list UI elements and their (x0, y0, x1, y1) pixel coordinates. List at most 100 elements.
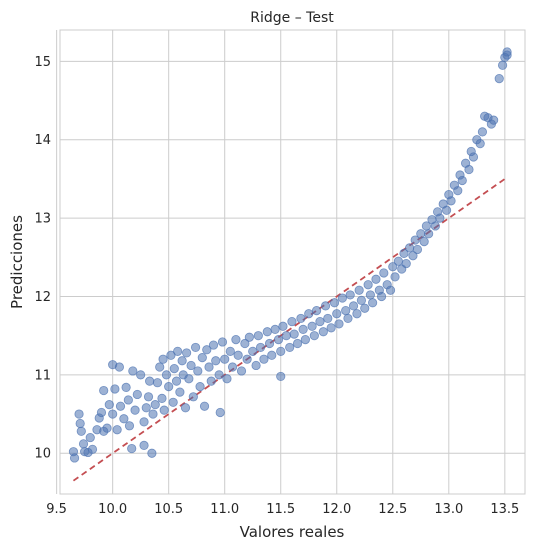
data-point (453, 186, 463, 196)
data-point (99, 385, 109, 396)
data-point (404, 243, 415, 253)
data-point (371, 274, 381, 284)
data-point (273, 334, 284, 345)
data-point (108, 409, 118, 419)
data-point (78, 439, 89, 449)
data-point (304, 309, 314, 319)
data-point (285, 342, 295, 353)
data-point (202, 345, 212, 355)
data-point (441, 205, 452, 215)
data-point (399, 248, 409, 258)
data-point (253, 331, 263, 341)
data-point (159, 405, 169, 415)
data-point (168, 397, 178, 407)
data-point (424, 229, 434, 239)
data-point (248, 346, 258, 356)
data-point (157, 393, 167, 403)
x-tick-label: 11.5 (266, 502, 295, 517)
x-tick-labels: 9.5 10.0 10.5 11.0 11.5 12.0 12.5 13.0 13.5 (46, 502, 519, 517)
data-point (184, 374, 194, 384)
data-point (446, 196, 456, 206)
data-point (236, 366, 247, 376)
reference-line (72, 176, 508, 482)
data-point (388, 262, 398, 272)
data-point (96, 407, 107, 418)
data-point (182, 348, 192, 358)
data-point (199, 401, 210, 411)
y-tick-label: 11 (34, 368, 51, 383)
data-point (136, 370, 146, 380)
data-point (231, 334, 241, 345)
data-point (379, 268, 389, 278)
data-point (354, 285, 364, 295)
data-point (320, 301, 331, 311)
data-point (152, 378, 163, 388)
data-point (348, 301, 359, 311)
data-point (119, 414, 129, 424)
data-point (193, 366, 203, 376)
data-point (197, 353, 207, 363)
data-point (220, 354, 230, 364)
data-point (169, 363, 179, 374)
chart-title: Ridge – Test (250, 10, 334, 26)
data-point (188, 392, 198, 402)
data-point (208, 340, 219, 350)
data-point (259, 354, 269, 364)
data-point (341, 305, 351, 316)
data-point (102, 423, 112, 433)
data-point (457, 175, 467, 186)
data-point (69, 453, 80, 463)
data-point (309, 331, 319, 341)
data-point (435, 213, 445, 223)
data-point (164, 382, 174, 392)
data-point (74, 409, 84, 419)
y-axis-label: Predicciones (8, 215, 26, 309)
data-point (430, 221, 440, 231)
data-point (121, 382, 131, 393)
data-point (264, 338, 275, 349)
data-point (363, 280, 373, 290)
data-point (150, 400, 160, 410)
x-tick-label: 11.0 (210, 502, 239, 517)
data-point (489, 115, 499, 125)
data-point (300, 334, 310, 345)
data-point (323, 313, 333, 324)
data-point (296, 313, 306, 324)
x-tick-label: 13.5 (490, 502, 519, 517)
data-point (128, 366, 138, 376)
data-point (130, 405, 140, 415)
data-point (360, 303, 370, 313)
data-point (206, 376, 216, 386)
data-point (211, 356, 221, 366)
data-point (225, 346, 235, 356)
data-point (75, 418, 85, 429)
data-point (332, 309, 342, 319)
data-point (307, 321, 317, 331)
data-point (124, 421, 135, 431)
data-point (139, 440, 149, 451)
data-point (278, 321, 288, 331)
data-point (127, 443, 137, 454)
data-point (132, 389, 142, 400)
data-point (343, 313, 353, 324)
data-point (158, 354, 168, 364)
data-point (104, 400, 114, 410)
data-point (155, 362, 165, 372)
data-point (145, 376, 155, 386)
data-point (227, 362, 238, 372)
data-point (180, 403, 191, 413)
data-point (214, 370, 224, 380)
data-point (393, 256, 403, 266)
data-point (292, 338, 303, 349)
data-point (114, 362, 124, 372)
data-point (242, 354, 252, 364)
data-point (502, 50, 512, 60)
x-tick-label: 12.0 (322, 502, 351, 517)
data-point (204, 362, 214, 372)
y-tick-label: 14 (34, 133, 51, 148)
data-point (175, 387, 185, 397)
y-tick-label: 10 (34, 447, 51, 462)
data-point (112, 425, 122, 435)
data-point (161, 370, 172, 380)
